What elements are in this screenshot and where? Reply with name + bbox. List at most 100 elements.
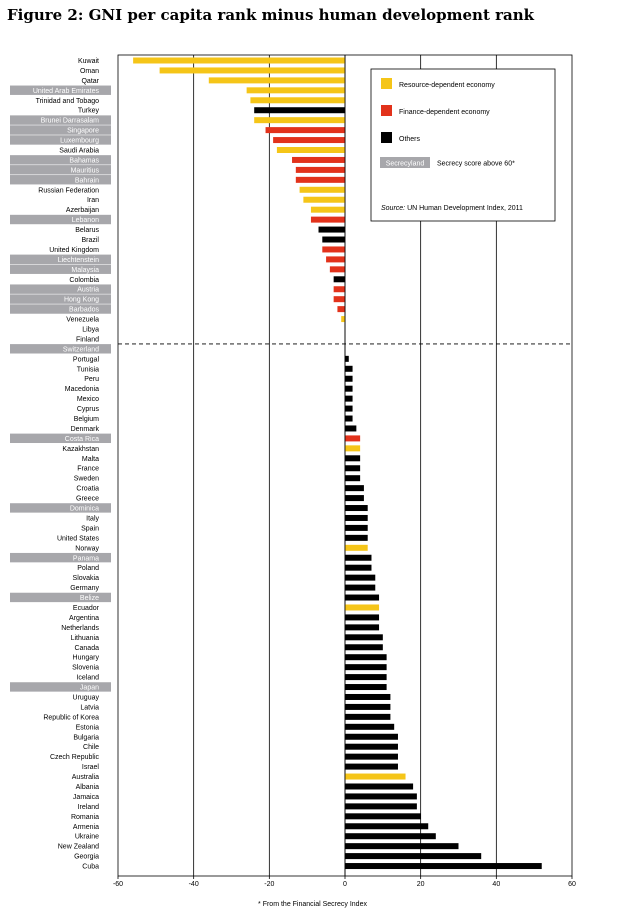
secrecy-highlight <box>10 264 111 274</box>
bar <box>254 117 345 124</box>
bar <box>345 664 387 671</box>
category-label: Portugal <box>73 356 100 363</box>
legend-label-finance: Finance-dependent economy <box>399 109 490 116</box>
secrecy-highlight <box>10 552 111 563</box>
category-label: Venezuela <box>66 317 99 324</box>
bar <box>345 684 387 691</box>
category-label: Iran <box>87 197 99 204</box>
x-tick-label: 60 <box>568 881 576 888</box>
bar <box>345 574 376 581</box>
bar <box>326 256 345 263</box>
category-label: Singapore <box>67 128 99 135</box>
bar <box>322 236 345 243</box>
secrecy-highlight <box>10 433 111 444</box>
category-label: Chile <box>83 744 99 751</box>
category-label: Germany <box>70 585 99 592</box>
bar <box>345 863 542 870</box>
bar <box>345 644 383 651</box>
category-label: Switzerland <box>63 346 99 353</box>
bar <box>345 743 398 750</box>
bar <box>310 206 345 213</box>
secrecy-highlight <box>10 135 111 145</box>
bar <box>345 594 380 601</box>
secrecy-highlight <box>10 294 111 304</box>
category-label: Greece <box>76 496 99 503</box>
secrecy-highlight <box>10 284 111 294</box>
bar <box>345 495 364 502</box>
bar <box>345 455 361 462</box>
bar <box>333 276 345 283</box>
category-label: Belarus <box>75 227 99 234</box>
bar <box>345 793 417 800</box>
bar <box>345 753 398 760</box>
category-label: Macedonia <box>65 386 99 393</box>
bar <box>345 783 414 790</box>
bar <box>345 514 368 521</box>
bar <box>345 385 353 392</box>
legend-source: Source: UN Human Development Index, 2011 <box>381 205 523 212</box>
category-label: Austria <box>77 287 99 294</box>
bar <box>337 306 345 313</box>
bar <box>345 584 376 591</box>
category-label: Liechtenstein <box>58 257 99 264</box>
category-label: Bahrain <box>75 177 99 184</box>
legend: Resource-dependent economy Finance-depen… <box>370 68 556 222</box>
category-label: Bulgaria <box>73 734 99 741</box>
category-label: Mexico <box>77 396 99 403</box>
category-label: Luxembourg <box>60 138 99 145</box>
category-label: Uruguay <box>73 694 100 701</box>
legend-label-others: Others <box>399 136 421 143</box>
category-label: Latvia <box>80 704 99 711</box>
category-label: Jamaica <box>73 794 99 801</box>
category-label: Kazakhstan <box>62 446 99 453</box>
category-label: Dominica <box>70 506 99 513</box>
category-label: France <box>77 466 99 473</box>
category-label: Croatia <box>76 486 99 493</box>
bar <box>345 823 429 830</box>
category-label: Azerbaijan <box>66 207 99 214</box>
secrecy-highlight <box>10 214 111 225</box>
category-label: Malta <box>82 456 99 463</box>
bar <box>295 166 345 173</box>
bar <box>273 137 345 144</box>
bar <box>333 296 345 303</box>
category-label: Belgium <box>74 416 99 423</box>
bar <box>345 554 372 561</box>
category-label: Cyprus <box>77 406 100 413</box>
bar <box>345 614 380 621</box>
legend-label-secrecy: Secrecy score above 60* <box>437 161 515 168</box>
category-label: Peru <box>84 376 99 383</box>
secrecy-highlight <box>10 85 111 95</box>
category-label: Tunisia <box>77 366 99 373</box>
secrecy-highlight <box>10 155 111 165</box>
bar <box>345 375 353 382</box>
secrecy-highlight <box>10 125 111 135</box>
bars <box>118 57 572 870</box>
bar <box>299 186 345 193</box>
bar <box>345 435 361 442</box>
category-label: Cuba <box>82 864 99 871</box>
secrecy-highlight <box>10 592 111 603</box>
secrecy-highlight <box>10 115 111 125</box>
secrecy-highlight <box>10 165 111 175</box>
category-label: Russian Federation <box>38 187 99 194</box>
bar <box>345 703 391 710</box>
bar <box>345 524 368 531</box>
bar <box>329 266 345 273</box>
category-label: Mauritius <box>71 167 100 174</box>
category-label: Israel <box>82 764 100 771</box>
bar <box>345 415 353 422</box>
category-label: Kuwait <box>78 58 99 65</box>
x-tick-label: 40 <box>492 881 500 888</box>
category-label: Poland <box>77 565 99 572</box>
category-label: Brazil <box>81 237 99 244</box>
bar <box>345 564 372 571</box>
category-label: New Zealand <box>58 844 99 851</box>
category-label: Costa Rica <box>65 436 99 443</box>
legend-swatch-resource <box>381 78 392 89</box>
bar <box>292 156 345 163</box>
bar <box>345 803 417 810</box>
bar <box>345 773 406 780</box>
x-tick-label: 20 <box>417 881 425 888</box>
